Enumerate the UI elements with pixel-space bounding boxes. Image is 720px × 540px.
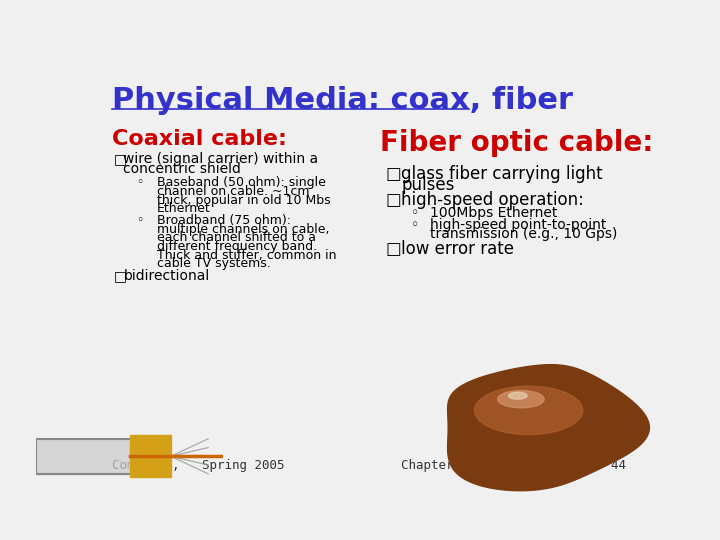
Text: bidirectional: bidirectional	[124, 269, 210, 283]
Text: Thick and stiffer, common in: Thick and stiffer, common in	[157, 248, 336, 262]
Text: □: □	[114, 269, 127, 283]
Text: □: □	[386, 165, 402, 183]
Text: each channel shifted to a: each channel shifted to a	[157, 231, 316, 245]
Text: wire (signal carrier) within a: wire (signal carrier) within a	[124, 152, 319, 166]
Text: pulses: pulses	[401, 176, 455, 194]
Text: concentric shield: concentric shield	[124, 163, 241, 177]
Text: cable TV systems.: cable TV systems.	[157, 257, 271, 271]
Text: □: □	[386, 191, 402, 209]
Text: Comp 361,   Spring 2005: Comp 361, Spring 2005	[112, 460, 285, 472]
Text: Coaxial cable:: Coaxial cable:	[112, 129, 287, 149]
Text: ◦: ◦	[136, 177, 143, 190]
Text: transmission (e.g., 10 Gps): transmission (e.g., 10 Gps)	[431, 227, 618, 241]
Text: low error rate: low error rate	[401, 240, 514, 258]
Text: ◦: ◦	[411, 218, 419, 232]
Polygon shape	[474, 386, 582, 435]
Text: thick, popular in old 10 Mbs: thick, popular in old 10 Mbs	[157, 194, 330, 207]
Text: Chapter 1: Introduction     44: Chapter 1: Introduction 44	[400, 460, 626, 472]
Text: ◦: ◦	[411, 206, 419, 220]
Text: Broadband (75 ohm):: Broadband (75 ohm):	[157, 214, 291, 227]
Text: high-speed operation:: high-speed operation:	[401, 191, 584, 209]
Text: □: □	[386, 240, 402, 258]
Polygon shape	[498, 390, 544, 408]
Text: □: □	[114, 152, 127, 166]
Bar	[130, 435, 171, 477]
Polygon shape	[508, 392, 527, 399]
Text: glass fiber carrying light: glass fiber carrying light	[401, 165, 603, 183]
Polygon shape	[448, 364, 649, 491]
Text: 100Mbps Ethernet: 100Mbps Ethernet	[431, 206, 558, 220]
Text: different frequency band.: different frequency band.	[157, 240, 317, 253]
Text: Physical Media: coax, fiber: Physical Media: coax, fiber	[112, 85, 573, 114]
Text: channel on cable. ~1cm: channel on cable. ~1cm	[157, 185, 310, 198]
Text: Fiber optic cable:: Fiber optic cable:	[380, 129, 654, 157]
Text: Ethernet: Ethernet	[157, 202, 211, 215]
Text: ◦: ◦	[136, 214, 143, 227]
Text: multiple channels on cable,: multiple channels on cable,	[157, 222, 330, 235]
Text: Baseband (50 ohm): single: Baseband (50 ohm): single	[157, 177, 326, 190]
Text: high-speed point-to-point: high-speed point-to-point	[431, 218, 607, 232]
